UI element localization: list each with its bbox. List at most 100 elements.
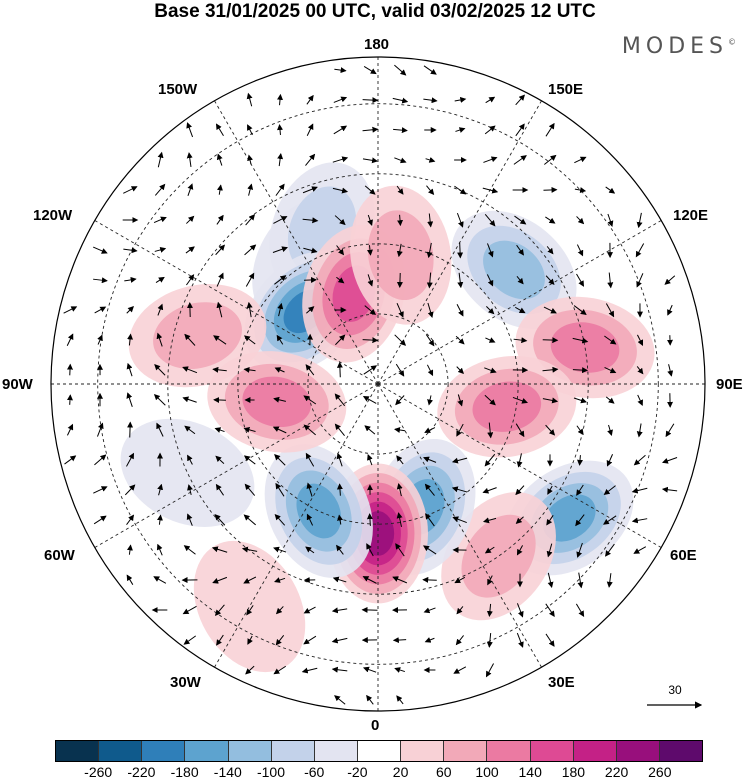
wind-arrow: [183, 545, 196, 555]
wind-arrow: [277, 302, 284, 317]
wind-arrow: [213, 335, 227, 345]
wind-arrow: [394, 157, 407, 164]
wind-arrow: [362, 97, 379, 104]
wind-arrow: [633, 454, 646, 466]
colorbar-cell: [573, 741, 617, 761]
wind-arrow: [126, 574, 134, 585]
wind-arrow: [542, 337, 559, 344]
wind-arrow: [457, 242, 464, 259]
wind-arrow: [153, 394, 166, 406]
wind-arrow: [486, 633, 493, 648]
wind-arrow: [424, 637, 435, 643]
wind-arrow: [515, 123, 525, 137]
wind-arrow: [66, 423, 74, 436]
latitude-circle: [97, 103, 659, 665]
wind-arrow: [394, 64, 407, 76]
wind-arrow: [182, 605, 197, 615]
colorbar-tick-label: 180: [561, 764, 586, 780]
wind-arrow: [186, 152, 193, 167]
colorbar-tick-label: -180: [170, 764, 199, 780]
wind-arrow: [426, 242, 433, 259]
wind-arrow: [487, 422, 494, 439]
wind-arrow: [216, 153, 223, 166]
wind-arrow: [272, 426, 287, 434]
wind-arrow: [486, 603, 493, 618]
lon-label-60e: 60E: [670, 547, 697, 564]
wind-arrow: [484, 394, 496, 406]
wind-arrow: [396, 482, 403, 497]
wind-arrow: [394, 427, 406, 433]
wind-arrow: [513, 155, 527, 165]
wind-arrow: [364, 305, 377, 316]
wind-arrow: [457, 272, 464, 289]
wind-arrow: [246, 301, 253, 318]
anomaly-contour: [120, 418, 255, 527]
wind-arrow: [303, 635, 317, 645]
wind-arrow: [336, 452, 343, 467]
wind-arrow: [153, 576, 167, 584]
wind-arrow: [305, 153, 316, 166]
wind-arrow: [607, 424, 613, 436]
wind-arrow: [482, 517, 497, 524]
wind-arrow: [362, 396, 377, 404]
wind-arrow: [215, 123, 224, 137]
wind-arrow: [366, 513, 373, 526]
wind-arrow: [637, 394, 643, 407]
wind-arrow: [543, 306, 557, 314]
wind-arrow: [485, 96, 496, 104]
wind-arrow: [214, 514, 226, 526]
wind-arrow: [244, 483, 256, 496]
colorbar-tick-label: 20: [392, 764, 409, 780]
wind-arrow: [273, 665, 287, 675]
wind-arrow: [427, 213, 434, 228]
wind-arrow: [246, 605, 254, 616]
wind-arrow: [545, 275, 555, 285]
wind-arrow: [364, 185, 376, 195]
wind-arrow: [631, 517, 648, 524]
wind-arrow: [424, 427, 436, 433]
wind-arrow: [484, 453, 496, 467]
wind-arrow: [187, 484, 193, 495]
colorbar-cell: [616, 741, 660, 761]
wind-arrow: [453, 666, 467, 674]
wind-arrow: [455, 127, 466, 133]
wind-arrow: [186, 513, 193, 526]
lon-label-90e: 90E: [716, 376, 743, 393]
lon-label-180: 180: [364, 36, 390, 53]
wind-arrow: [126, 514, 135, 525]
wind-arrow: [362, 337, 379, 344]
colorbar-cell: [314, 741, 358, 761]
wind-arrow: [485, 337, 496, 343]
wind-arrow: [512, 396, 528, 404]
wind-arrow: [396, 243, 403, 258]
wind-arrow: [247, 635, 253, 645]
wind-arrow: [214, 427, 225, 433]
wind-arrow: [397, 214, 404, 227]
wind-arrow: [516, 632, 524, 648]
wind-arrow: [243, 335, 256, 345]
wind-arrow: [273, 546, 287, 553]
wind-arrow: [604, 335, 617, 345]
wind-arrow: [546, 515, 554, 526]
colorbar-tick-label: 60: [436, 764, 452, 780]
wind-arrow: [361, 606, 378, 613]
wind-arrow: [156, 332, 163, 347]
wind-arrow: [216, 272, 224, 287]
colorbar-cell: [228, 741, 272, 761]
wind-arrow: [633, 546, 647, 554]
reference-vector-label: 30: [668, 683, 682, 697]
wind-arrow: [243, 514, 256, 526]
wind-arrow: [545, 633, 555, 647]
wind-arrow: [577, 455, 583, 466]
wind-arrow: [515, 423, 525, 438]
wind-arrow: [304, 276, 317, 283]
wind-arrow: [422, 576, 437, 583]
wind-arrow: [423, 97, 438, 104]
wind-arrow: [127, 333, 134, 346]
wind-arrow: [153, 216, 167, 224]
wind-arrow: [482, 487, 497, 494]
wind-arrow: [93, 486, 108, 494]
wind-arrow: [482, 187, 499, 194]
wind-arrow: [487, 243, 494, 258]
